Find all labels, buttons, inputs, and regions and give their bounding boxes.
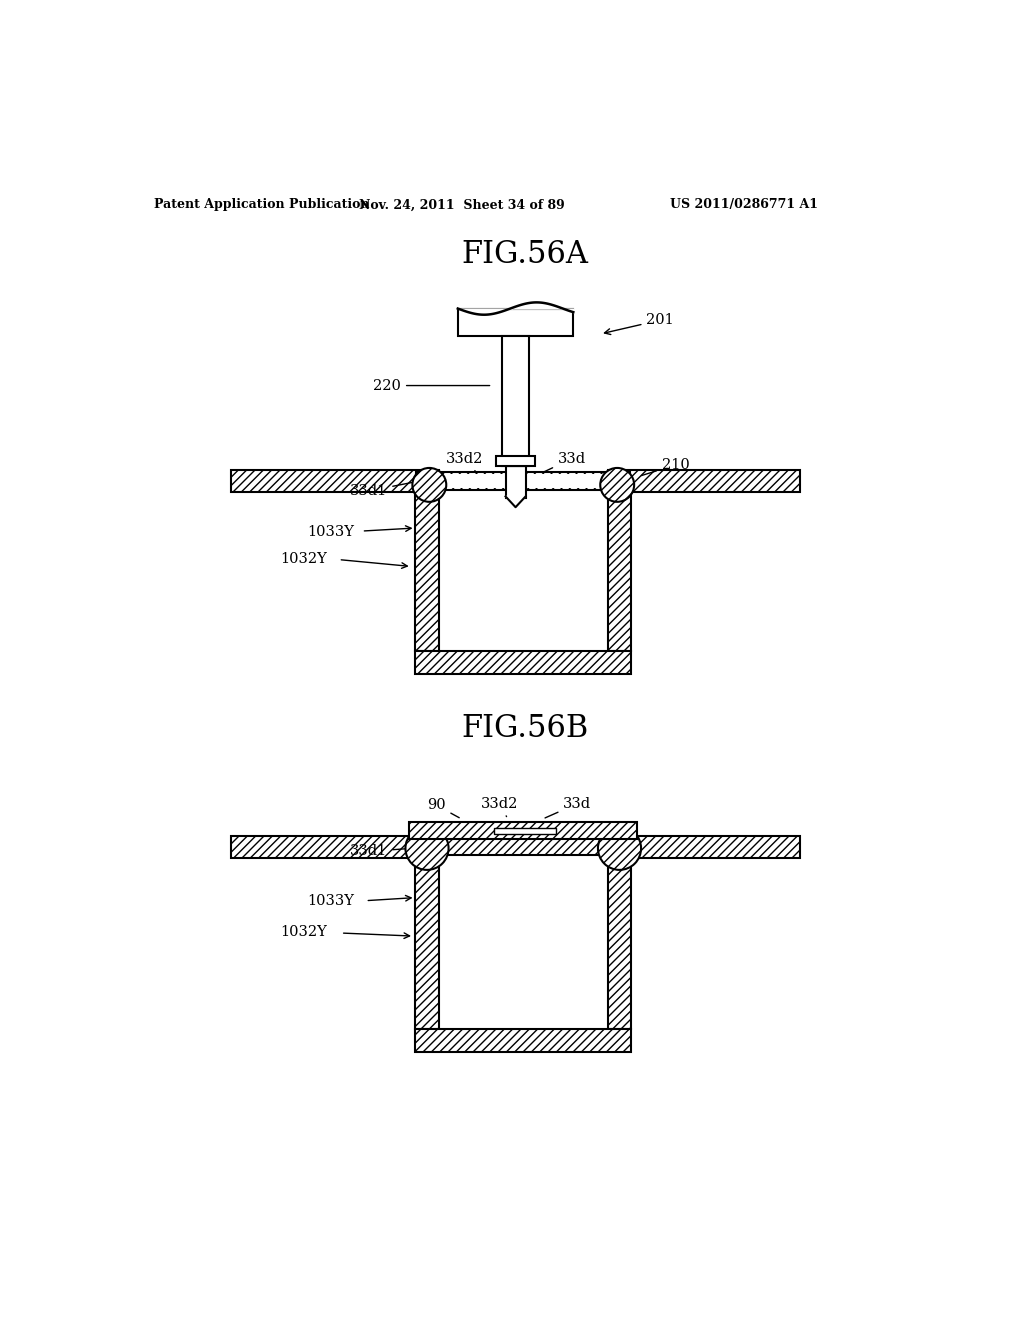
Ellipse shape [600,469,634,502]
Text: Nov. 24, 2011  Sheet 34 of 89: Nov. 24, 2011 Sheet 34 of 89 [358,198,564,211]
Bar [420,474,627,488]
Text: 220: 220 [373,379,489,392]
Bar [230,470,438,492]
Text: 33d: 33d [534,451,586,477]
Ellipse shape [598,826,641,870]
Bar [230,836,438,858]
Bar [608,490,631,651]
Text: 90: 90 [427,799,459,817]
Bar [416,471,631,490]
Bar [410,822,637,840]
Bar [416,651,631,675]
Bar [438,490,608,651]
Bar [412,838,635,855]
Bar [494,828,556,834]
Bar [506,466,525,498]
Text: 33d: 33d [545,797,592,818]
Text: 1032Y: 1032Y [281,925,328,940]
Bar [608,836,801,858]
Bar [416,490,438,651]
Text: 1033Y: 1033Y [307,895,354,908]
Polygon shape [506,496,525,507]
Text: 33d1: 33d1 [350,845,419,858]
Text: 33d2: 33d2 [481,797,518,817]
Text: Patent Application Publication: Patent Application Publication [154,198,370,211]
Text: 210: 210 [641,458,689,475]
Bar [416,851,438,1028]
Text: 33d2: 33d2 [446,451,483,475]
Ellipse shape [413,469,446,502]
Text: FIG.56B: FIG.56B [461,713,589,743]
Bar [608,851,631,1028]
Bar [416,1028,631,1052]
Text: 201: 201 [604,313,674,334]
Bar [608,470,801,492]
Bar [438,851,608,1028]
Text: 1032Y: 1032Y [281,552,328,566]
Bar [497,455,535,466]
Text: 33d1: 33d1 [350,480,421,498]
Text: FIG.56A: FIG.56A [461,239,589,271]
Bar [503,335,528,466]
Text: 1033Y: 1033Y [307,525,354,539]
Text: US 2011/0286771 A1: US 2011/0286771 A1 [670,198,817,211]
Ellipse shape [406,826,449,870]
Bar [458,309,573,335]
